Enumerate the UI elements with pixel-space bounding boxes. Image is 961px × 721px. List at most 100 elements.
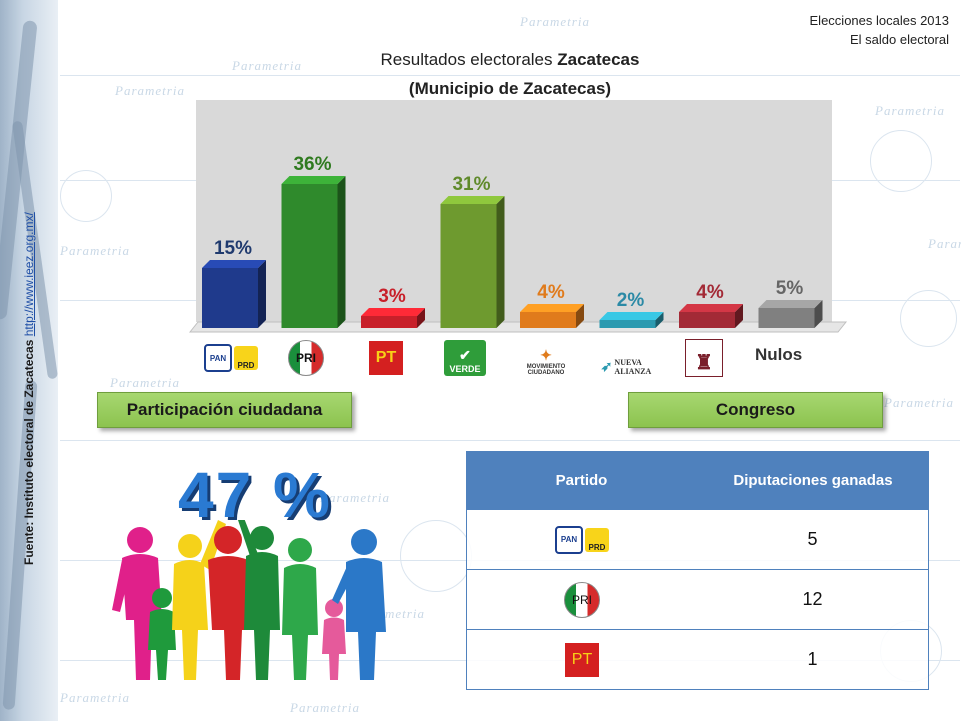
bar-side bbox=[655, 312, 664, 328]
movimiento-ciudadano-logo: ✦ MOVIMIENTO CIUDADANO bbox=[522, 338, 570, 378]
bar-side bbox=[337, 176, 346, 328]
header-subtitle: El saldo electoral bbox=[850, 32, 949, 47]
nulos-label: Nulos bbox=[755, 345, 803, 364]
pt-icon: PT bbox=[565, 642, 599, 677]
bar-top bbox=[361, 308, 425, 316]
party-cell: PAN PRD bbox=[467, 525, 697, 554]
table-row: PAN PRD 5 bbox=[467, 510, 928, 570]
people-illustration bbox=[112, 520, 386, 680]
bar-side bbox=[496, 196, 505, 328]
person-icon bbox=[148, 588, 176, 680]
nueva-alianza-icon: ➶ NUEVA ALIANZA bbox=[600, 358, 652, 376]
bar bbox=[202, 260, 266, 328]
bar-top bbox=[202, 260, 266, 268]
person-icon bbox=[238, 520, 280, 680]
left-decorative-strip bbox=[0, 0, 59, 721]
watermark-text: Parametria bbox=[290, 700, 360, 715]
bar-front bbox=[202, 268, 258, 328]
data-label: 3% bbox=[378, 286, 406, 307]
pri-logo: PRI bbox=[286, 339, 326, 377]
chart-title-bold: Zacatecas bbox=[557, 50, 640, 69]
pan-prd-logo: PAN PRD bbox=[202, 338, 260, 378]
column-header-partido: Partido bbox=[555, 472, 608, 489]
pt-icon: PT bbox=[369, 341, 403, 375]
prd-icon: PRD bbox=[585, 527, 609, 552]
participation-value: 47 % bbox=[178, 459, 332, 531]
data-label: 5% bbox=[776, 278, 804, 299]
bar bbox=[361, 308, 425, 328]
chart-title-regular: Resultados electorales bbox=[380, 50, 558, 69]
bar-front bbox=[758, 308, 815, 328]
congreso-button: Congreso bbox=[628, 392, 883, 428]
bar bbox=[758, 300, 823, 328]
bar-side bbox=[258, 260, 266, 328]
source-text: Fuente: Instituto electoral de Zacatecas bbox=[22, 336, 36, 565]
pri-icon: PRI bbox=[564, 581, 600, 618]
bar-side bbox=[417, 308, 425, 328]
verde-icon: ✔ VERDE bbox=[444, 340, 486, 376]
morena-logo: ♜ bbox=[684, 338, 724, 378]
bar-top bbox=[758, 300, 823, 308]
data-label: 31% bbox=[452, 174, 490, 195]
eagle-icon: ✦ MOVIMIENTO CIUDADANO bbox=[526, 347, 566, 376]
watermark-text: Parametria bbox=[875, 103, 945, 118]
bar-top bbox=[440, 196, 505, 204]
data-label: 4% bbox=[696, 282, 724, 303]
pan-icon: PAN bbox=[204, 344, 232, 372]
participacion-button: Participación ciudadana bbox=[97, 392, 352, 428]
data-label: 4% bbox=[537, 282, 565, 303]
bar-front bbox=[679, 312, 735, 328]
bar-front bbox=[599, 320, 656, 328]
bar-top bbox=[599, 312, 664, 320]
bar-front bbox=[361, 316, 417, 328]
pan-icon: PAN bbox=[555, 525, 583, 554]
table-header: Partido Diputaciones ganadas bbox=[466, 451, 929, 510]
chart-subtitle: (Municipio de Zacatecas) bbox=[408, 79, 612, 98]
source-link[interactable]: http://www.ieez.org.mx/ bbox=[22, 212, 36, 337]
bar bbox=[281, 176, 346, 328]
person-icon bbox=[208, 526, 252, 680]
watermark-text: Parametria bbox=[928, 236, 961, 251]
morena-icon: ♜ bbox=[685, 339, 723, 377]
nueva-alianza-logo: ➶ NUEVA ALIANZA bbox=[600, 338, 652, 378]
table-body: PAN PRD 5 PRI 12 PT 1 bbox=[466, 510, 929, 690]
watermark-text: Parametria bbox=[60, 690, 130, 705]
person-icon bbox=[332, 529, 386, 680]
data-label: 2% bbox=[617, 290, 645, 311]
verde-label: VERDE bbox=[449, 364, 481, 374]
watermark-text: Parametria bbox=[60, 243, 130, 258]
person-icon bbox=[112, 527, 162, 680]
person-icon bbox=[282, 538, 318, 680]
pri-icon: PRI bbox=[288, 340, 324, 376]
bar bbox=[440, 196, 505, 328]
watermark-text: Parametria bbox=[320, 490, 390, 505]
bar bbox=[599, 312, 664, 328]
bar bbox=[520, 304, 584, 328]
data-label: 15% bbox=[214, 238, 252, 259]
person-icon bbox=[322, 599, 346, 680]
watermark-text: Parametria bbox=[110, 375, 180, 390]
verde-logo: ✔ VERDE bbox=[442, 338, 488, 378]
seats-cell: 12 bbox=[802, 589, 823, 609]
header-election-year: Elecciones locales 2013 bbox=[809, 13, 949, 28]
bar-front bbox=[440, 204, 497, 328]
bar-top bbox=[281, 176, 346, 184]
seats-cell: 1 bbox=[807, 649, 818, 669]
watermark-text: Parametria bbox=[232, 58, 302, 73]
bar-top bbox=[679, 304, 743, 312]
party-cell: PRI bbox=[467, 581, 697, 618]
party-cell: PT bbox=[467, 642, 697, 677]
bar-front bbox=[281, 184, 338, 328]
table-row: PT 1 bbox=[467, 630, 928, 690]
pan-prd-logo: PAN PRD bbox=[555, 525, 609, 554]
watermark-text: Parametria bbox=[520, 14, 590, 29]
watermark-text: Parametria bbox=[884, 395, 954, 410]
seats-cell: 5 bbox=[807, 529, 818, 549]
bar-front bbox=[520, 312, 576, 328]
bar-chart: 15% 36% 3% 31% 4% 2% 4% 5% bbox=[188, 154, 848, 333]
bar bbox=[679, 304, 743, 328]
bar-top bbox=[520, 304, 584, 312]
column-header-diputaciones: Diputaciones ganadas bbox=[733, 472, 893, 489]
data-label: 36% bbox=[293, 154, 331, 175]
prd-icon: PRD bbox=[234, 346, 258, 370]
